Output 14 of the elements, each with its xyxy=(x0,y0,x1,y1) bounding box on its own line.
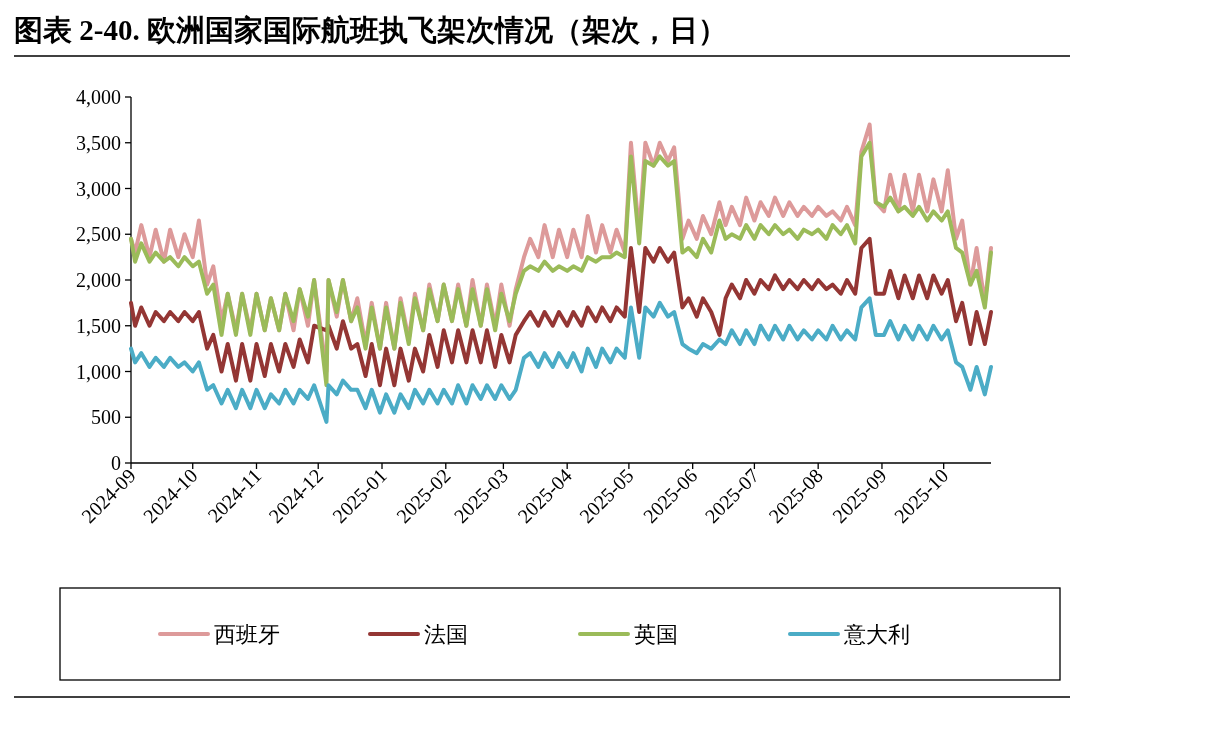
legend-label: 意大利 xyxy=(843,622,910,647)
y-tick-label: 3,500 xyxy=(76,131,121,154)
y-tick-label: 500 xyxy=(91,406,121,429)
y-tick-label: 2,500 xyxy=(76,223,121,246)
chart-title: 图表 2-40. 欧洲国家国际航班执飞架次情况（架次，日） xyxy=(14,14,727,46)
y-tick-label: 1,500 xyxy=(76,314,121,337)
legend-label: 法国 xyxy=(424,622,468,647)
y-tick-label: 1,000 xyxy=(76,360,121,383)
y-tick-label: 0 xyxy=(111,452,121,474)
y-tick-label: 4,000 xyxy=(76,86,121,108)
y-tick-label: 2,000 xyxy=(76,269,121,291)
legend-label: 西班牙 xyxy=(214,622,280,647)
legend-label: 英国 xyxy=(634,622,678,647)
y-tick-label: 3,000 xyxy=(76,177,121,200)
